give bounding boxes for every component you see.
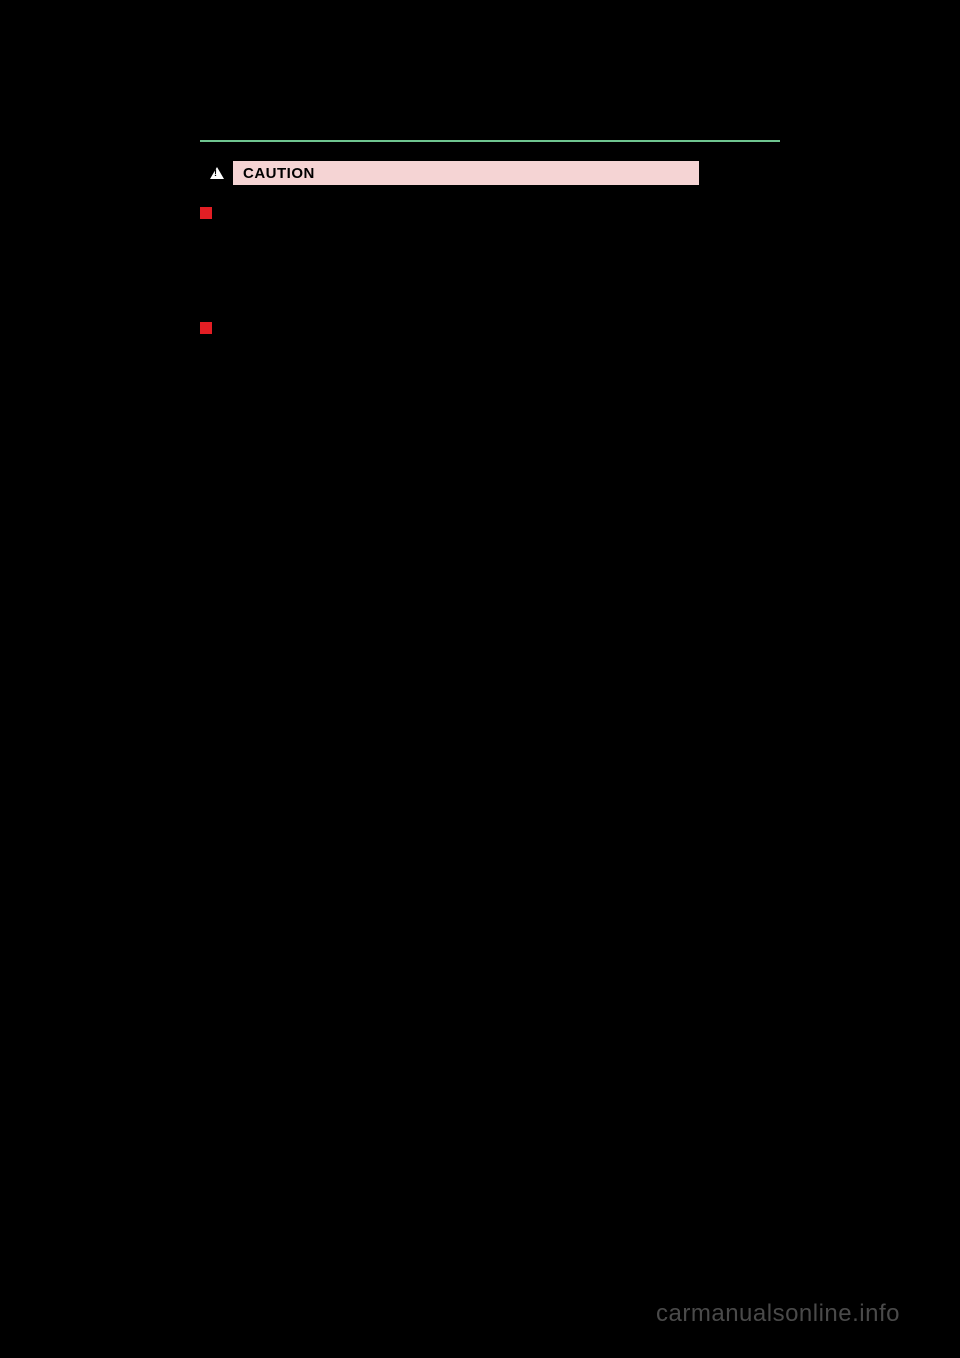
page-container: CAUTION carmanualsonline.info — [0, 0, 960, 1358]
caution-label: CAUTION — [243, 165, 315, 182]
content-section-2 — [200, 319, 700, 334]
red-bullet-icon — [200, 207, 212, 219]
watermark-text: carmanualsonline.info — [656, 1300, 900, 1328]
section-row — [200, 319, 700, 334]
caution-icon-container — [201, 161, 233, 185]
section-row — [200, 204, 700, 219]
warning-triangle-icon — [210, 167, 224, 179]
red-bullet-icon — [200, 322, 212, 334]
header-divider-line — [200, 140, 780, 142]
content-section-1 — [200, 204, 700, 219]
caution-header-box: CAUTION — [200, 160, 700, 186]
